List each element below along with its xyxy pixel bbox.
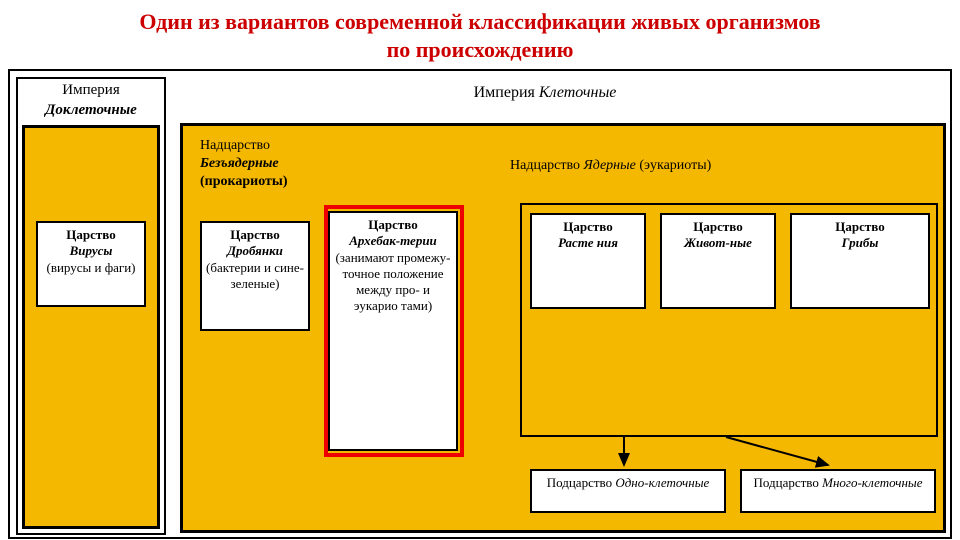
sk2-name: Ядерные xyxy=(584,158,636,173)
kingdom-animals: Царство Живот-ные xyxy=(660,213,776,309)
subkingdom-unicellular: Подцарство Одно-клеточные xyxy=(530,469,726,513)
empire2-word: Империя xyxy=(474,84,539,101)
sub1-name: Много-клеточные xyxy=(822,475,922,490)
empire-precellular-body xyxy=(22,125,160,529)
page-title: Один из вариантов современной классифика… xyxy=(0,0,960,69)
kingdom-viruses: Царство Вирусы (вирусы и фаги) xyxy=(36,221,146,307)
k1-sub: (занимают промежу-точное положение между… xyxy=(335,250,450,314)
kingdom-archaebacteria: Царство Архебак-терии (занимают промежу-… xyxy=(328,211,458,451)
kingdom-fungi: Царство Грибы xyxy=(790,213,930,309)
diagram-stage: Империя Доклеточные Царство Вирусы (виру… xyxy=(8,69,952,539)
k2-label: Царство xyxy=(563,219,612,234)
k3-name: Живот-ные xyxy=(684,235,752,250)
k2-name: Расте ния xyxy=(558,235,618,250)
k4-name: Грибы xyxy=(842,235,879,250)
sub0-label: Подцарство xyxy=(547,475,612,490)
sk1-l2: Безъядерные xyxy=(200,156,279,171)
sub0-name: Одно-клеточные xyxy=(615,475,709,490)
k3-label: Царство xyxy=(693,219,742,234)
superkingdom-prokaryotes: Надцарство Безъядерные (прокариоты) xyxy=(200,137,400,192)
k0-label: Царство xyxy=(230,227,279,242)
empire1-label: Империя xyxy=(62,82,119,98)
kingdom-label: Царство xyxy=(66,227,115,242)
sk1-l3: (прокариоты) xyxy=(200,174,288,189)
title-line2: по происхождению xyxy=(387,37,574,62)
empire-precellular-header: Империя Доклеточные xyxy=(22,81,160,120)
k0-name: Дробянки xyxy=(227,243,283,258)
sub1-label: Подцарство xyxy=(754,475,819,490)
superkingdom-eukaryotes: Надцарство Ядерные (эукариоты) xyxy=(510,157,890,175)
sk1-l1: Надцарство xyxy=(200,138,270,153)
kingdom-plants: Царство Расте ния xyxy=(530,213,646,309)
subkingdom-multicellular: Подцарство Много-клеточные xyxy=(740,469,936,513)
sk2-word: Надцарство xyxy=(510,158,584,173)
k1-name: Архебак-терии xyxy=(349,233,437,248)
empire1-name: Доклеточные xyxy=(45,102,137,118)
k1-label: Царство xyxy=(368,217,417,232)
kingdom-viruses-name: Вирусы xyxy=(70,243,113,258)
empire-cellular-header: Империя Клеточные xyxy=(370,83,720,104)
kingdom-viruses-sub: (вирусы и фаги) xyxy=(46,260,135,275)
kingdom-drobyanki: Царство Дробянки (бактерии и сине-зелены… xyxy=(200,221,310,331)
empire2-name: Клеточные xyxy=(539,84,617,101)
title-line1: Один из вариантов современной классифика… xyxy=(139,9,820,34)
sk2-par: (эукариоты) xyxy=(639,158,711,173)
k0-sub: (бактерии и сине-зеленые) xyxy=(206,260,304,291)
k4-label: Царство xyxy=(835,219,884,234)
